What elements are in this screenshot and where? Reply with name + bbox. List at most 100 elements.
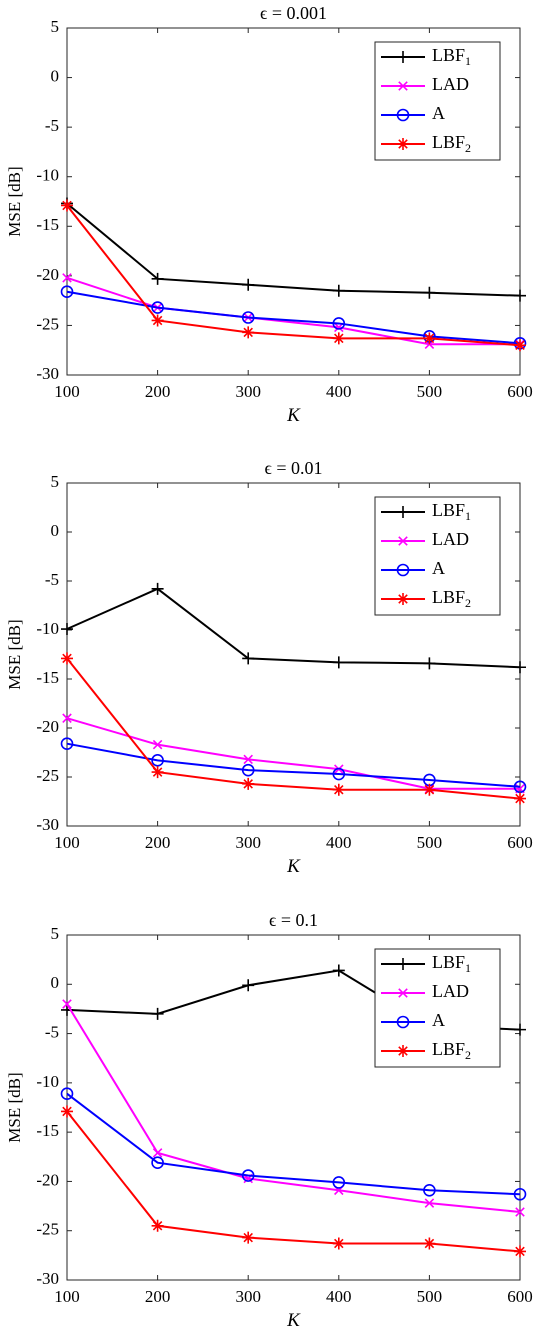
data-point <box>514 289 526 302</box>
x-tick-label: 600 <box>507 833 533 852</box>
data-point <box>61 199 73 212</box>
legend-label: A <box>432 558 445 578</box>
legend-marker <box>398 988 408 998</box>
y-tick-label: -25 <box>36 1220 59 1239</box>
y-tick-label: -10 <box>36 619 59 638</box>
x-tick-label: 300 <box>235 1287 261 1306</box>
legend-label: LAD <box>432 981 469 1001</box>
y-tick-label: -20 <box>36 1170 59 1189</box>
x-tick-label: 100 <box>54 382 80 401</box>
series-line <box>66 587 521 669</box>
legend: LBF1 LAD A LBF2 <box>374 41 501 161</box>
legend-label: LBF1 <box>432 45 471 68</box>
series-line <box>66 204 521 347</box>
y-tick-label: -30 <box>36 815 59 834</box>
data-point <box>424 1198 435 1208</box>
legend-label: LBF2 <box>432 132 471 155</box>
data-point <box>332 767 346 781</box>
data-point <box>332 1176 346 1189</box>
y-tick-label: 0 <box>51 521 60 540</box>
x-tick-label: 600 <box>507 382 533 401</box>
y-axis-label: MSE [dB] <box>5 619 24 689</box>
data-point <box>513 780 527 794</box>
legend-marker <box>397 593 409 605</box>
data-point <box>242 326 255 339</box>
chart-title: ϵ = 0.1 <box>269 910 318 930</box>
legend-marker <box>398 536 408 546</box>
x-tick-label: 200 <box>145 382 171 401</box>
data-point <box>332 1237 345 1250</box>
data-point <box>332 656 345 669</box>
x-tick-label: 300 <box>235 382 261 401</box>
chart-panel: ϵ = 0.01 100 200 300 400 500 600 5 0 -5 -10 -15 -20 -… <box>5 458 533 877</box>
y-tick-label: -5 <box>45 570 59 589</box>
x-tick-label: 500 <box>417 833 443 852</box>
series-line <box>66 717 520 790</box>
y-tick-label: 5 <box>51 17 60 36</box>
chart-title: ϵ = 0.001 <box>260 3 327 23</box>
data-point <box>61 623 73 636</box>
y-tick-label: 0 <box>51 973 60 992</box>
legend-marker <box>396 108 410 122</box>
x-axis-label: K <box>286 405 301 426</box>
legend-label: LAD <box>432 74 469 94</box>
legend-marker <box>396 563 410 577</box>
legend-label: LBF1 <box>432 952 471 975</box>
data-point <box>514 1245 526 1258</box>
y-tick-label: -25 <box>36 766 59 785</box>
legend: LBF1 LAD A LBF2 <box>374 948 501 1068</box>
legend-label: LBF1 <box>432 500 471 523</box>
x-axis-label: K <box>286 1310 301 1331</box>
data-point <box>332 964 345 977</box>
x-tick-label: 100 <box>54 1287 80 1306</box>
legend-box <box>374 496 501 616</box>
data-point <box>151 754 164 767</box>
legend-marker <box>398 81 408 91</box>
data-point <box>423 657 436 670</box>
legend-marker <box>397 958 409 970</box>
legend-marker <box>397 506 409 518</box>
series-line <box>66 742 521 788</box>
y-tick-label: -25 <box>36 314 59 333</box>
legend-label: LBF2 <box>432 1039 471 1062</box>
legend-label: LBF2 <box>432 587 471 610</box>
y-tick-label: 5 <box>51 924 60 943</box>
data-point <box>62 999 72 1009</box>
data-point <box>61 652 73 665</box>
data-point <box>243 754 253 765</box>
legend-marker <box>397 138 409 150</box>
legend-box <box>374 41 501 161</box>
y-tick-label: 0 <box>51 66 60 85</box>
legend-marker <box>397 51 409 63</box>
data-point <box>513 1187 527 1201</box>
y-axis-label: MSE [dB] <box>5 1072 24 1142</box>
data-point <box>241 311 255 324</box>
data-point <box>242 979 255 992</box>
data-point <box>514 339 526 352</box>
data-point <box>332 284 345 297</box>
data-point <box>151 301 164 314</box>
series-line <box>66 1003 521 1213</box>
data-point <box>332 783 345 796</box>
y-tick-label: -15 <box>36 1121 59 1140</box>
y-tick-label: -15 <box>36 668 59 687</box>
y-axis-label: MSE [dB] <box>5 166 24 236</box>
legend-label: A <box>432 103 445 123</box>
legend-marker <box>396 1015 410 1029</box>
x-tick-label: 200 <box>145 833 171 852</box>
chart-panel: ϵ = 0.001 100 200 300 400 500 600 5 0 -5 -10 -15 -20… <box>5 3 533 426</box>
data-point <box>151 1219 164 1232</box>
series-line <box>66 290 521 345</box>
y-tick-label: -10 <box>36 1072 59 1091</box>
data-point <box>151 582 164 595</box>
data-point <box>241 763 255 777</box>
x-tick-label: 500 <box>417 1287 443 1306</box>
data-point <box>423 286 436 299</box>
x-tick-label: 100 <box>54 833 80 852</box>
data-point <box>423 1184 436 1197</box>
data-point <box>423 1237 436 1250</box>
data-point <box>151 272 164 285</box>
data-point <box>242 278 255 291</box>
data-point <box>332 332 345 345</box>
data-point <box>62 713 72 723</box>
